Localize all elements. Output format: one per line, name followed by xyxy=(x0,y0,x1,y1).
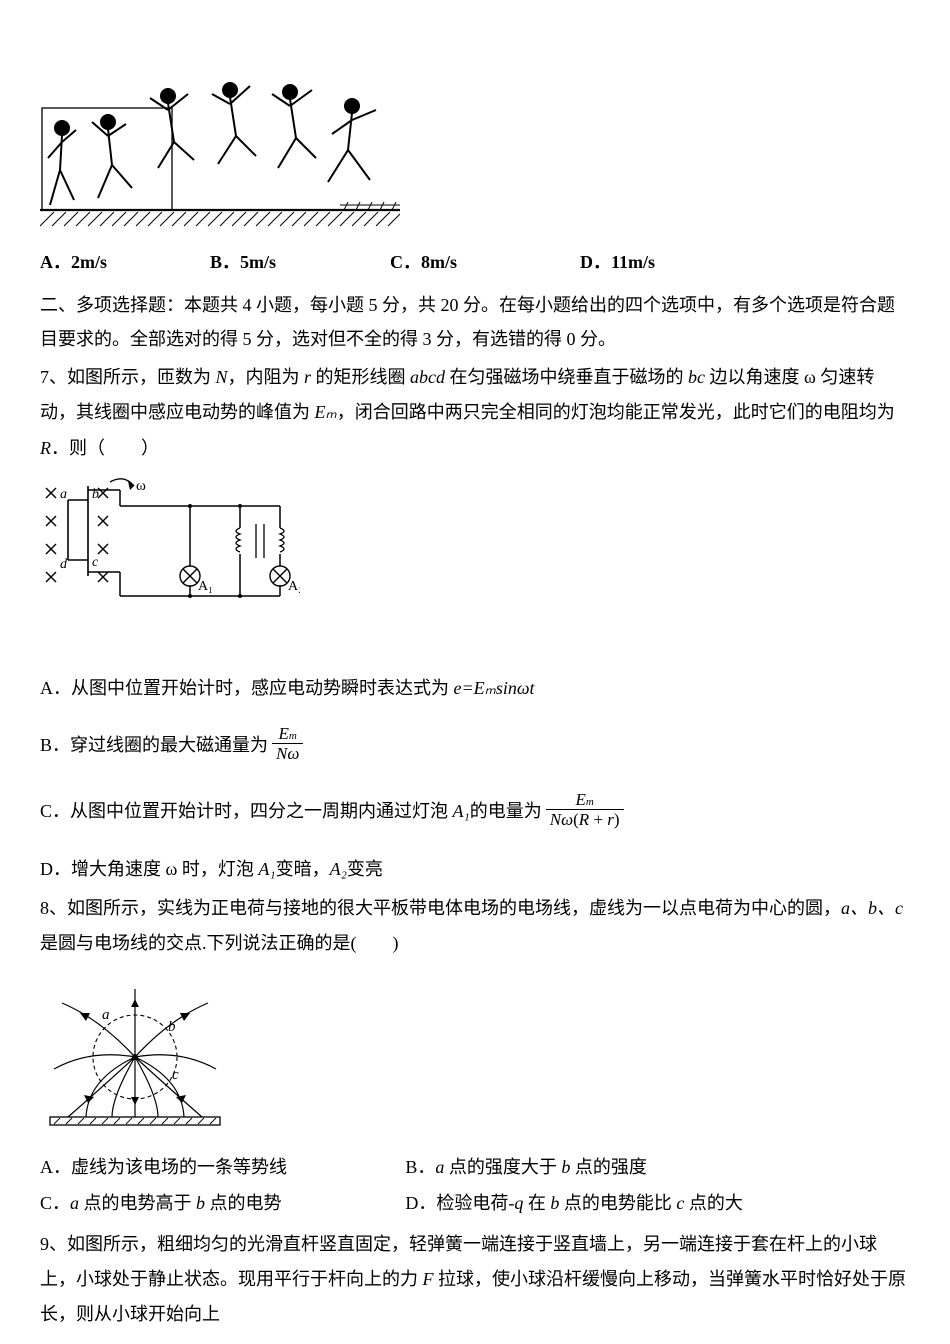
q7-option-a: A．从图中位置开始计时，感应电动势瞬时表达式为 e=Eₘsinωt xyxy=(40,671,910,706)
svg-text:b: b xyxy=(168,1019,176,1035)
q7-stem: 7、如图所示，匝数为 N，内阻为 r 的矩形线圈 abcd 在匀强磁场中绕垂直于… xyxy=(40,360,910,465)
fraction-em-nw-icon: Em Nω xyxy=(272,724,303,764)
coil-circuit-figure: ω a b c d xyxy=(40,476,910,631)
q8-stem: 8、如图所示，实线为正电荷与接地的很大平板带电体电场的电场线，虚线为一以点电荷为… xyxy=(40,891,910,961)
triple-jump-figure xyxy=(40,50,910,228)
q7-option-d: D．增大角速度 ω 时，灯泡 A₁变暗，A₂变亮 xyxy=(40,852,910,887)
q8-option-c: C．a 点的电势高于 b 点的电势 xyxy=(40,1185,405,1221)
q8-option-a: A．虚线为该电场的一条等势线 xyxy=(40,1149,405,1185)
svg-text:c: c xyxy=(172,1067,179,1083)
q7-option-c: C．从图中位置开始计时，四分之一周期内通过灯泡 A₁的电量为 Em Nω(R +… xyxy=(40,790,910,830)
q6-option-d: D．11m/s xyxy=(580,248,760,274)
q8-options: A．虚线为该电场的一条等势线 B．a 点的强度大于 b 点的强度 C．a 点的电… xyxy=(40,1149,910,1221)
section-2-title: 二、多项选择题：本题共 4 小题，每小题 5 分，共 20 分。在每小题给出的四… xyxy=(40,288,910,356)
fraction-em-nw-rr-icon: Em Nω(R + r) xyxy=(546,790,624,830)
q6-option-a: A．2m/s xyxy=(40,248,210,274)
svg-text:A₂: A₂ xyxy=(288,579,300,594)
q6-option-b: B．5m/s xyxy=(210,248,390,274)
q7-option-b: B．穿过线圈的最大磁通量为 Em Nω xyxy=(40,724,910,764)
q6-option-c: C．8m/s xyxy=(390,248,580,274)
q8-option-d: D．检验电荷-q 在 b 点的电势能比 c 点的大 xyxy=(405,1185,910,1221)
svg-text:a: a xyxy=(102,1007,110,1023)
q9-stem: 9、如图所示，粗细均匀的光滑直杆竖直固定，轻弹簧一端连接于竖直墙上，另一端连接于… xyxy=(40,1227,910,1332)
svg-text:a: a xyxy=(60,487,67,502)
q6-options: A．2m/s B．5m/s C．8m/s D．11m/s xyxy=(40,248,910,274)
svg-text:A₁: A₁ xyxy=(198,579,213,594)
q8-option-b: B．a 点的强度大于 b 点的强度 xyxy=(405,1149,910,1185)
field-lines-figure: a b c xyxy=(40,979,910,1139)
svg-text:d: d xyxy=(60,557,68,572)
svg-text:c: c xyxy=(92,555,99,570)
svg-text:ω: ω xyxy=(136,478,146,494)
